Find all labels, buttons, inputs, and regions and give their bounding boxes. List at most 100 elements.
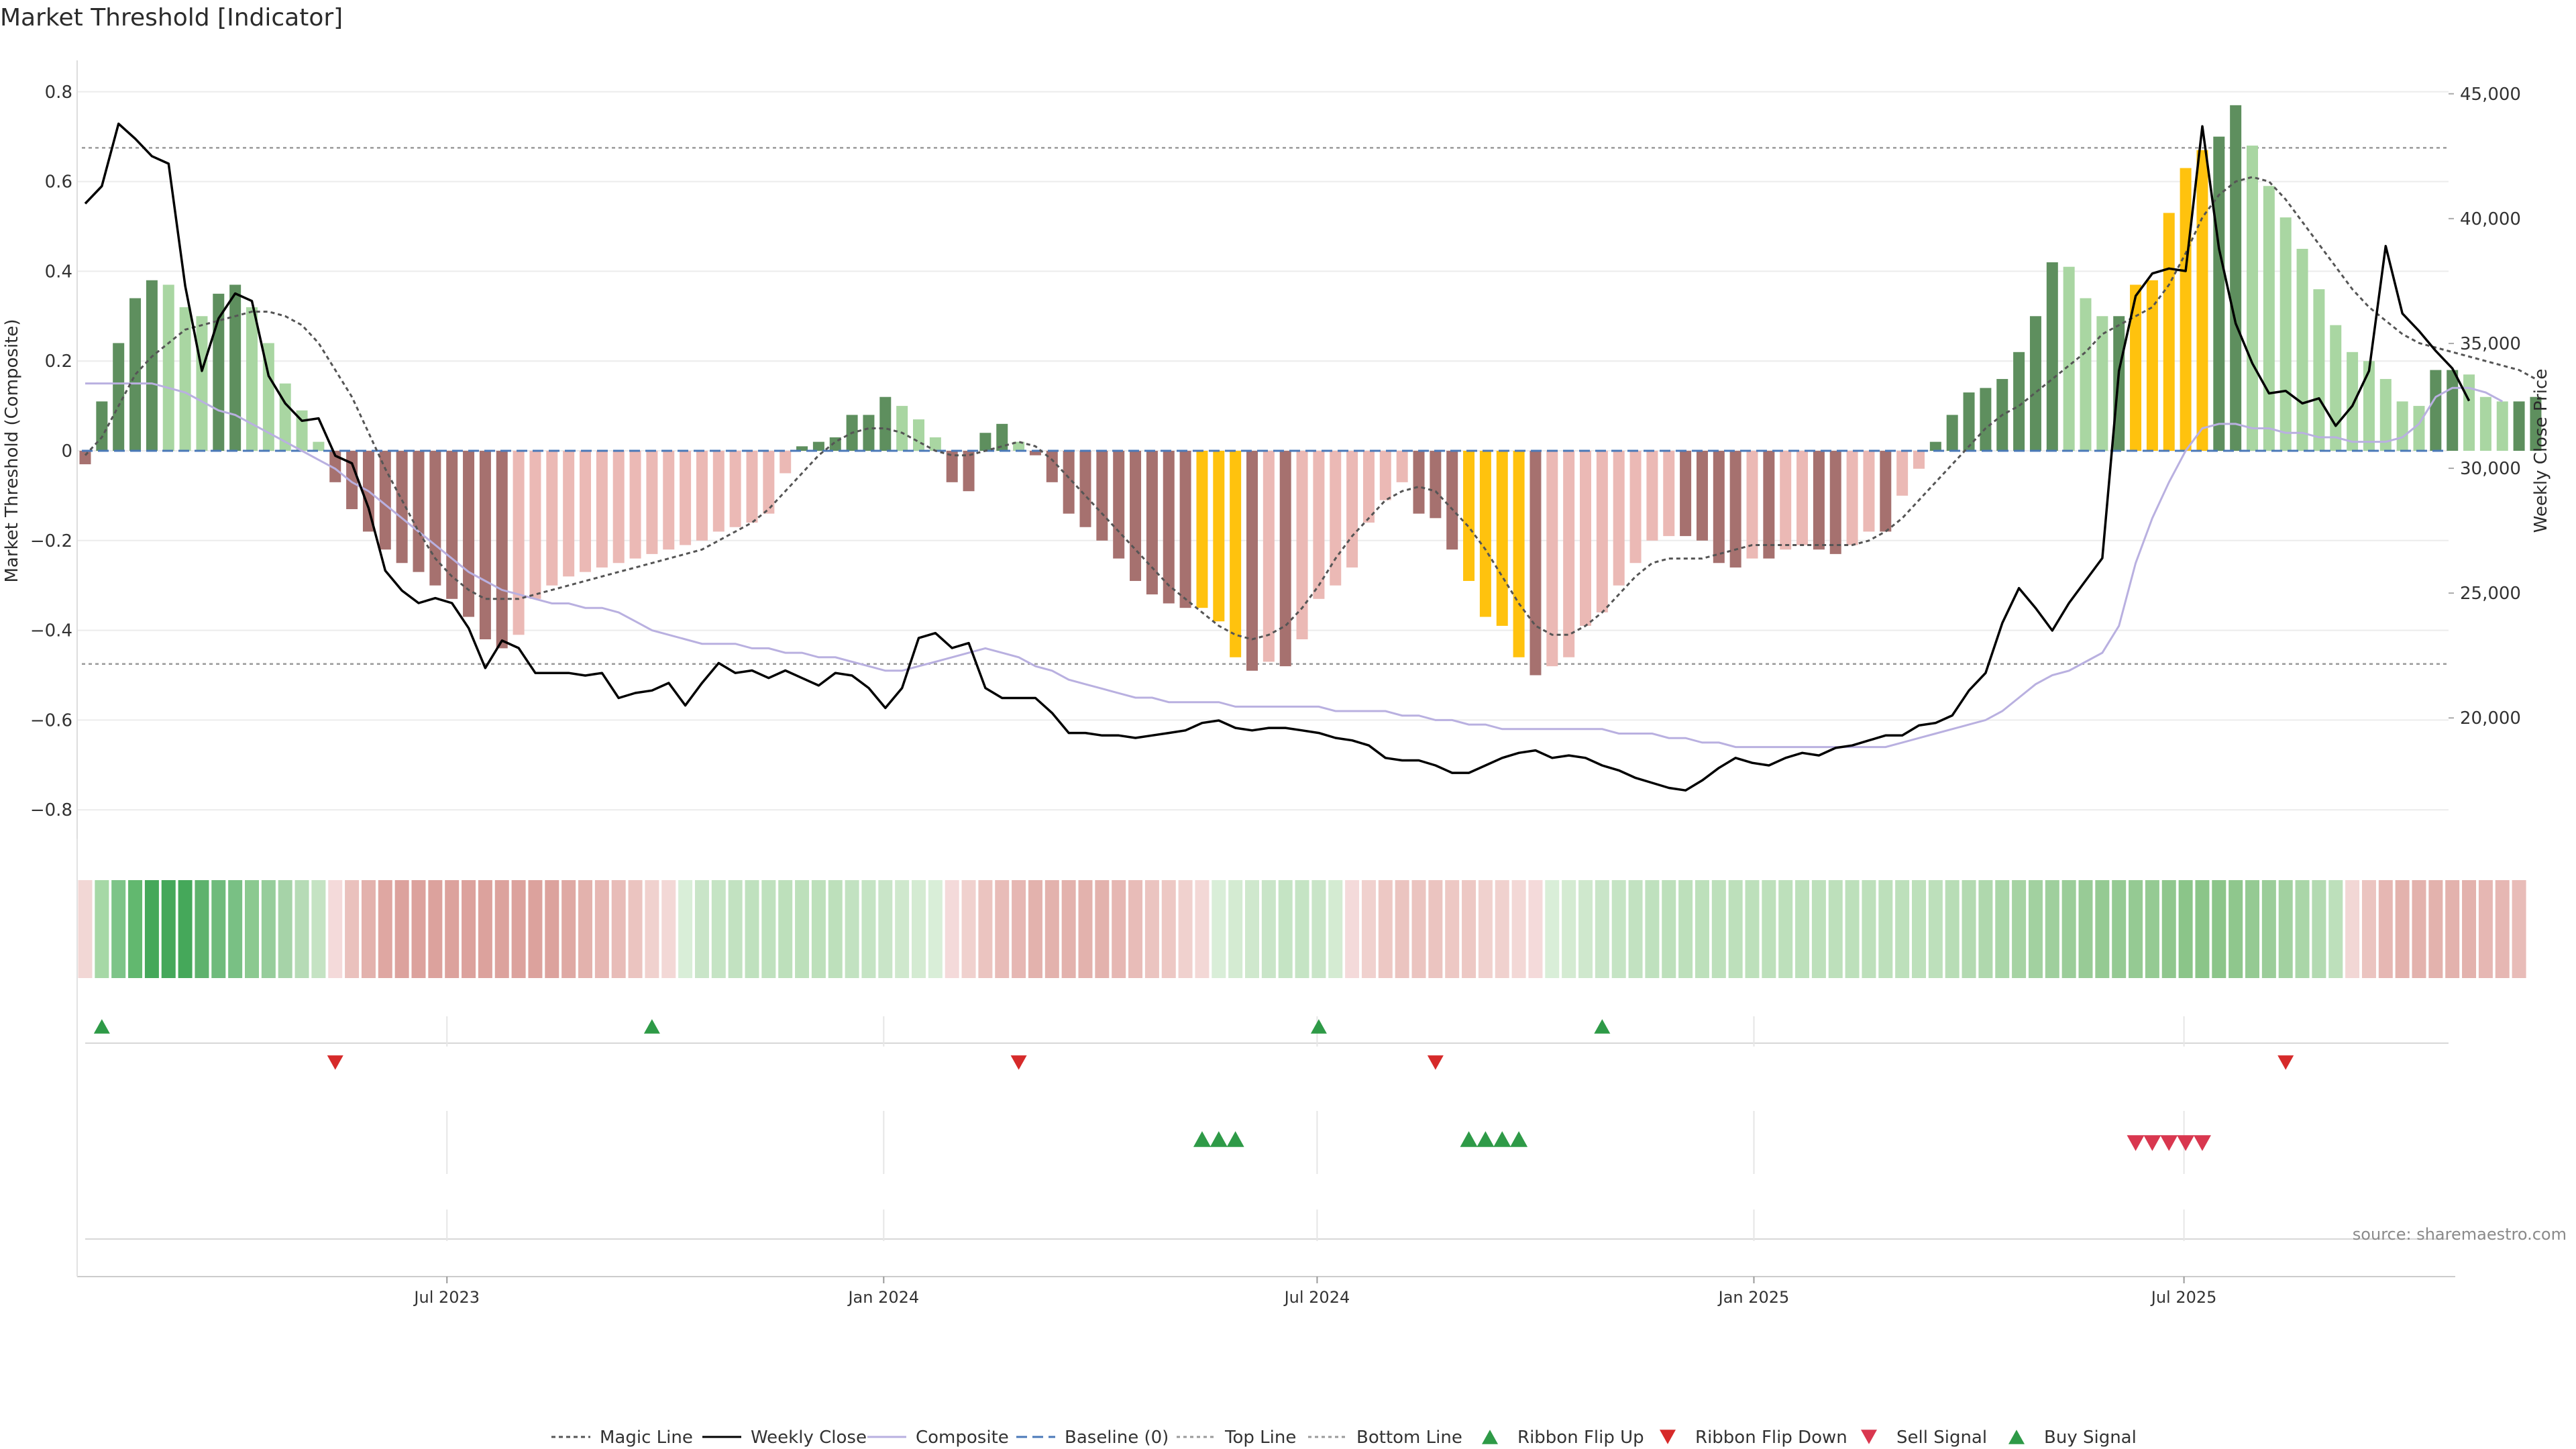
- composite-bar: [963, 451, 975, 492]
- ribbon-cell: [2462, 880, 2477, 978]
- composite-bar: [162, 284, 174, 451]
- ribbon-cell: [1795, 880, 1810, 978]
- ribbon-flip-down-marker: [2277, 1055, 2294, 1070]
- legend-label: Buy Signal: [2044, 1428, 2137, 1448]
- composite-bar: [1846, 451, 1858, 545]
- composite-bar: [2530, 396, 2542, 451]
- y-tick-label: 0.6: [45, 172, 72, 193]
- composite-bar: [712, 451, 724, 532]
- composite-bar: [680, 451, 692, 545]
- x-tick-label: Jul 2025: [2150, 1288, 2217, 1307]
- composite-bar: [946, 451, 958, 482]
- source-note: source: sharemaestro.com: [2353, 1225, 2567, 1244]
- ribbon-cell: [1611, 880, 1626, 978]
- composite-bars: [79, 105, 2542, 676]
- ribbon-cell: [1462, 880, 1477, 978]
- magic-line: [84, 176, 2536, 641]
- composite-bar: [2396, 401, 2408, 451]
- sell-signal-marker: [2193, 1135, 2211, 1151]
- ribbon-cell: [1978, 880, 1993, 978]
- ribbon-cell: [1411, 880, 1426, 978]
- ribbon-cell: [428, 880, 443, 978]
- ribbon-cell: [2361, 880, 2376, 978]
- composite-line: [85, 382, 2504, 749]
- y-tick-label: 0.4: [45, 262, 72, 282]
- ribbon-cell: [178, 880, 193, 978]
- composite-bar: [2213, 136, 2225, 451]
- ribbon-cell: [1728, 880, 1743, 978]
- composite-bar: [1829, 451, 1841, 554]
- composite-bar: [1130, 451, 1142, 582]
- ribbon-cell: [211, 880, 226, 978]
- ribbon-cell: [294, 880, 309, 978]
- legend-label: Magic Line: [600, 1428, 693, 1448]
- composite-bar: [1763, 451, 1775, 559]
- composite-bar: [1929, 441, 1941, 451]
- composite-bar: [2263, 186, 2275, 451]
- buy-signal-marker: [1510, 1131, 1528, 1147]
- ribbon-cell: [228, 880, 243, 978]
- composite-bar: [262, 343, 274, 451]
- composite-bar: [1396, 451, 1408, 482]
- ribbon-cell: [311, 880, 326, 978]
- composite-bar: [1330, 451, 1342, 586]
- composite-bar: [2146, 280, 2158, 451]
- legend-label: Top Line: [1224, 1428, 1296, 1448]
- ribbon-cell: [978, 880, 993, 978]
- ribbon-cell: [195, 880, 209, 978]
- composite-bar: [1279, 451, 1291, 667]
- ribbon-cell: [1495, 880, 1509, 978]
- ribbon-flip-up-marker: [643, 1019, 660, 1034]
- composite-bar: [1430, 451, 1442, 519]
- composite-bar: [1146, 451, 1158, 595]
- series-lines: [82, 122, 2536, 792]
- composite-bar: [979, 433, 991, 451]
- ribbon-cell: [694, 880, 709, 978]
- composite-bar: [1029, 451, 1041, 455]
- y-axis-label: Market Threshold (Composite): [2, 319, 22, 582]
- reference-lines: [82, 147, 2449, 665]
- y-tick-label: 0.2: [45, 352, 72, 372]
- ribbon-cell: [828, 880, 843, 978]
- ribbon-cell: [261, 880, 276, 978]
- ribbon-cell: [1745, 880, 1760, 978]
- ribbon-cell: [494, 880, 509, 978]
- ribbon-cell: [1945, 880, 1960, 978]
- composite-bar: [179, 307, 191, 451]
- ribbon-cell: [1878, 880, 1893, 978]
- composite-bar: [129, 298, 142, 451]
- ribbon-cell: [1645, 880, 1660, 978]
- composite-bar: [1446, 451, 1458, 550]
- composite-bar: [763, 451, 775, 514]
- composite-bar: [1230, 451, 1242, 657]
- y-tick-label: 0: [61, 441, 72, 462]
- composite-bar: [1746, 451, 1758, 559]
- ribbon-cell: [2112, 880, 2127, 978]
- composite-bar: [1596, 451, 1608, 612]
- composite-bar: [396, 451, 408, 564]
- composite-bar: [2196, 150, 2208, 451]
- composite-bar: [1696, 451, 1708, 541]
- composite-bar: [1663, 451, 1675, 537]
- legend-label: Weekly Close: [751, 1428, 867, 1448]
- ribbon-cell: [411, 880, 426, 978]
- composite-bar: [1113, 451, 1125, 559]
- composite-bar: [1646, 451, 1658, 541]
- ribbon-cell: [1395, 880, 1409, 978]
- composite-bar: [812, 441, 824, 451]
- composite-bar: [2080, 298, 2092, 451]
- ribbon-cell: [1845, 880, 1860, 978]
- composite-bar: [1880, 451, 1892, 532]
- ribbon-cell: [795, 880, 810, 978]
- ribbon-cell: [1428, 880, 1443, 978]
- composite-bar: [1513, 451, 1525, 657]
- ribbon-cell: [528, 880, 543, 978]
- ribbon-cell: [111, 880, 126, 978]
- ribbon-cell: [1578, 880, 1593, 978]
- ribbon-cell: [2061, 880, 2076, 978]
- ribbon-cell: [1278, 880, 1293, 978]
- composite-bar: [1163, 451, 1175, 604]
- ribbon-cell: [2095, 880, 2110, 978]
- composite-bar: [329, 451, 341, 482]
- composite-bar: [479, 451, 491, 639]
